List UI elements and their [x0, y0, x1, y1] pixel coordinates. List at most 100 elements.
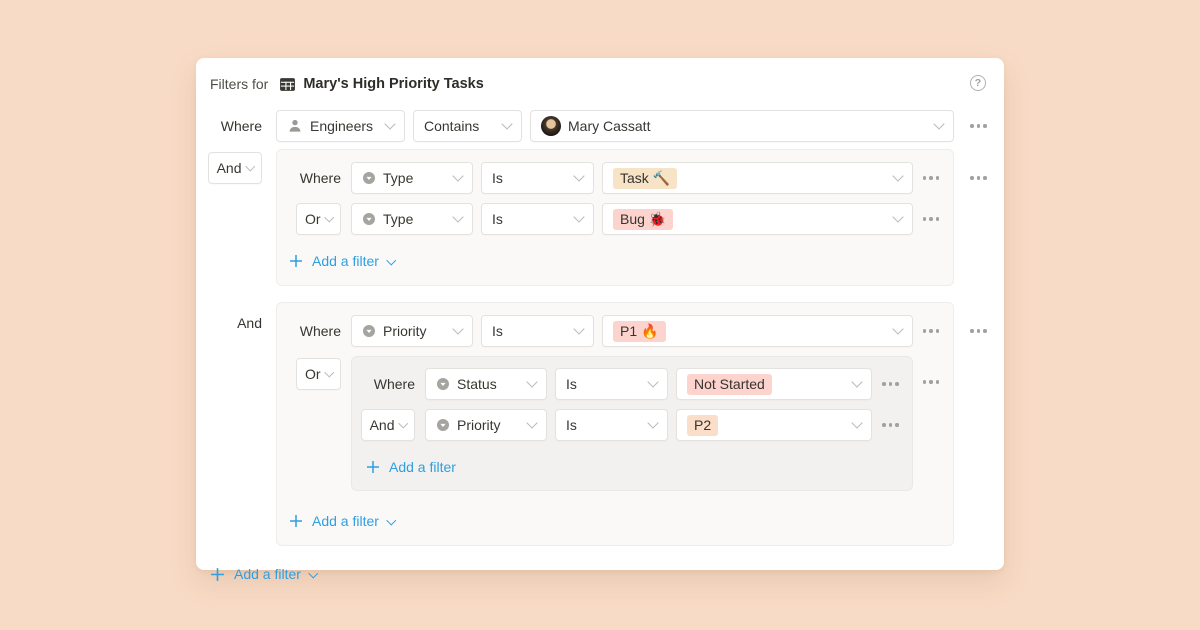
- connector-label: And: [216, 160, 242, 176]
- connector-dropdown-and[interactable]: And: [360, 409, 415, 441]
- chevron-down-icon: [398, 418, 408, 428]
- tag-label: Not Started: [694, 375, 765, 392]
- add-filter-label: Add a filter: [234, 566, 301, 582]
- operator-dropdown-contains[interactable]: Contains: [413, 110, 522, 142]
- nested-group-row: Or Where Status: [289, 356, 941, 491]
- help-icon: [970, 75, 986, 91]
- operator-dropdown-is[interactable]: Is: [481, 203, 594, 235]
- operator-dropdown-is[interactable]: Is: [555, 409, 668, 441]
- filter-panel: Filters for Mary's High Priority Tasks W…: [196, 58, 1004, 582]
- operator-dropdown-is[interactable]: Is: [481, 162, 594, 194]
- chevron-down-icon: [573, 211, 585, 223]
- filter-row: Or Type Is: [289, 203, 941, 235]
- add-filter-button[interactable]: Add a filter: [289, 251, 396, 271]
- property-label: Type: [383, 211, 414, 227]
- chevron-down-icon: [851, 376, 863, 388]
- row-menu-button[interactable]: [880, 409, 901, 441]
- connector-dropdown-or[interactable]: Or: [295, 203, 341, 235]
- nested-group-menu-button[interactable]: [921, 366, 942, 398]
- chevron-down-icon: [245, 161, 255, 171]
- property-label: Status: [457, 376, 497, 392]
- filter-row: Where Priority Is P1: [289, 315, 941, 347]
- connector-label-where: Where: [299, 170, 341, 186]
- operator-label: Is: [492, 323, 503, 339]
- tag-label: Task: [620, 169, 649, 186]
- connector-label: Or: [304, 366, 321, 382]
- value-dropdown-not-started[interactable]: Not Started: [676, 368, 872, 400]
- operator-label: Contains: [424, 118, 480, 134]
- select-property-icon: [436, 377, 450, 391]
- row-menu-button[interactable]: [921, 203, 942, 235]
- help-button[interactable]: [970, 74, 988, 92]
- value-dropdown-bug[interactable]: Bug 🐞: [602, 203, 913, 235]
- operator-dropdown-is[interactable]: Is: [555, 368, 668, 400]
- tag-label: P1: [620, 322, 638, 339]
- chevron-down-icon: [324, 367, 334, 377]
- row-menu-button[interactable]: [921, 162, 942, 194]
- property-dropdown-priority[interactable]: Priority: [425, 409, 547, 441]
- add-filter-button[interactable]: Add a filter: [210, 564, 318, 584]
- value-dropdown-task[interactable]: Task 🔨: [602, 162, 913, 194]
- value-dropdown-person[interactable]: Mary Cassatt: [530, 110, 954, 142]
- chevron-down-icon: [452, 211, 464, 223]
- property-label: Type: [383, 170, 414, 186]
- chevron-down-icon: [526, 417, 538, 429]
- chevron-down-icon: [384, 118, 396, 130]
- add-filter-button[interactable]: Add a filter: [366, 457, 456, 477]
- select-property-icon: [436, 418, 450, 432]
- value-dropdown-p1[interactable]: P1 🔥: [602, 315, 913, 347]
- connector-label-where: Where: [299, 323, 341, 339]
- filter-menu-button[interactable]: [968, 110, 989, 142]
- operator-label: Is: [566, 376, 577, 392]
- add-filter-button[interactable]: Add a filter: [289, 511, 396, 531]
- tag-label: P2: [694, 416, 712, 433]
- fire-emoji: 🔥: [641, 322, 659, 339]
- chevron-down-icon: [324, 212, 334, 222]
- property-dropdown-priority[interactable]: Priority: [351, 315, 473, 347]
- select-property-icon: [362, 324, 376, 338]
- property-dropdown-type[interactable]: Type: [351, 162, 473, 194]
- connector-label-where: Where: [373, 376, 415, 392]
- chevron-down-icon: [573, 170, 585, 182]
- tag-not-started: Not Started: [687, 373, 772, 395]
- plus-icon: [289, 254, 303, 268]
- filter-group-box: Where Priority Is P1: [276, 302, 954, 546]
- chevron-down-icon: [573, 323, 585, 335]
- connector-dropdown-or[interactable]: Or: [295, 358, 341, 390]
- operator-dropdown-is[interactable]: Is: [481, 315, 594, 347]
- database-table-icon: [279, 76, 296, 93]
- person-icon: [287, 118, 303, 134]
- tag-bug: Bug 🐞: [613, 208, 674, 230]
- chevron-down-icon: [386, 255, 396, 265]
- panel-header: Filters for Mary's High Priority Tasks: [210, 74, 990, 94]
- row-menu-button[interactable]: [880, 368, 901, 400]
- plus-icon: [289, 514, 303, 528]
- value-dropdown-p2[interactable]: P2: [676, 409, 872, 441]
- row-menu-button[interactable]: [921, 315, 942, 347]
- add-filter-label: Add a filter: [312, 513, 379, 529]
- chevron-down-icon: [452, 170, 464, 182]
- property-dropdown-status[interactable]: Status: [425, 368, 547, 400]
- ladybug-emoji: 🐞: [648, 210, 667, 227]
- chevron-down-icon: [851, 417, 863, 429]
- nested-filter-group-box: Where Status Is: [351, 356, 913, 491]
- header-prefix: Filters for: [210, 76, 269, 92]
- hammer-emoji: 🔨: [652, 169, 671, 186]
- property-dropdown-type[interactable]: Type: [351, 203, 473, 235]
- select-property-icon: [362, 212, 376, 226]
- filter-group-box: Where Type Is Task: [276, 149, 954, 286]
- add-filter-label: Add a filter: [389, 459, 456, 475]
- property-dropdown-engineers[interactable]: Engineers: [276, 110, 405, 142]
- group-menu-button[interactable]: [968, 162, 989, 194]
- connector-dropdown-and[interactable]: And: [207, 152, 262, 184]
- chevron-down-icon: [647, 417, 659, 429]
- tag-task: Task 🔨: [613, 167, 678, 189]
- chevron-down-icon: [501, 118, 513, 130]
- property-label: Engineers: [310, 118, 374, 134]
- group-menu-button[interactable]: [968, 315, 989, 347]
- top-filter-row: Where Engineers Contains Mary Cassatt: [210, 110, 990, 142]
- property-label: Priority: [457, 417, 501, 433]
- filter-group-2: And Where Priority Is: [210, 302, 990, 546]
- operator-label: Is: [566, 417, 577, 433]
- select-property-icon: [362, 171, 376, 185]
